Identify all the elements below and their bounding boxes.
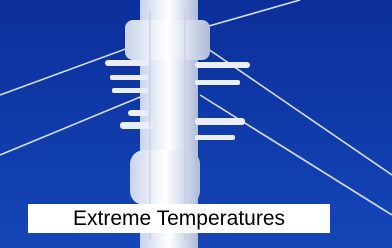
photo: Extreme Temperatures [0,0,392,248]
caption: Extreme Temperatures [28,204,330,233]
